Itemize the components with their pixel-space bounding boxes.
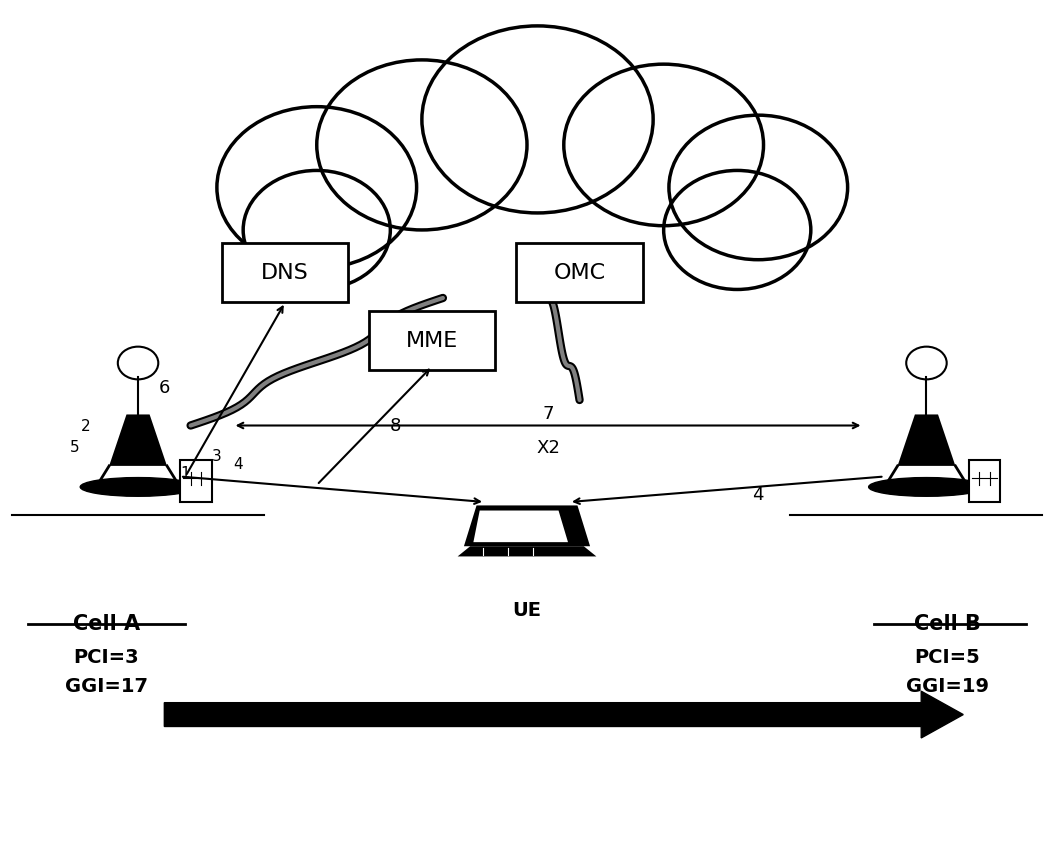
FancyBboxPatch shape — [222, 244, 348, 302]
Text: 4: 4 — [233, 457, 242, 472]
FancyBboxPatch shape — [369, 311, 495, 371]
Text: PCI=3: PCI=3 — [74, 647, 139, 665]
Circle shape — [564, 65, 763, 227]
Text: GGI=17: GGI=17 — [65, 676, 148, 695]
Text: 3: 3 — [212, 448, 221, 463]
Text: 1: 1 — [180, 465, 190, 481]
Circle shape — [664, 171, 811, 291]
Text: UE: UE — [512, 600, 542, 619]
Text: GGI=19: GGI=19 — [906, 676, 989, 695]
Text: 6: 6 — [159, 379, 170, 397]
Text: X2: X2 — [536, 438, 560, 456]
Circle shape — [669, 116, 847, 261]
Ellipse shape — [868, 478, 984, 497]
Text: DNS: DNS — [261, 263, 309, 283]
Circle shape — [317, 60, 527, 231]
Text: OMC: OMC — [553, 263, 606, 283]
Circle shape — [243, 171, 390, 291]
Text: Cell B: Cell B — [914, 613, 981, 633]
Text: Cell A: Cell A — [73, 613, 140, 633]
Ellipse shape — [80, 478, 196, 497]
FancyBboxPatch shape — [180, 460, 212, 503]
Polygon shape — [464, 506, 590, 547]
Polygon shape — [457, 547, 597, 556]
Text: 2: 2 — [81, 418, 91, 434]
Circle shape — [422, 27, 653, 214]
Polygon shape — [110, 415, 167, 466]
Polygon shape — [898, 415, 955, 466]
Text: MME: MME — [406, 331, 458, 351]
FancyBboxPatch shape — [516, 244, 643, 302]
Text: 8: 8 — [390, 417, 402, 435]
Text: 7: 7 — [542, 404, 553, 423]
Circle shape — [217, 107, 416, 269]
Text: PCI=5: PCI=5 — [915, 647, 980, 665]
Text: 5: 5 — [71, 440, 80, 455]
FancyArrow shape — [164, 691, 963, 738]
FancyBboxPatch shape — [969, 460, 1000, 503]
Text: 4: 4 — [753, 485, 764, 503]
Polygon shape — [473, 511, 568, 543]
